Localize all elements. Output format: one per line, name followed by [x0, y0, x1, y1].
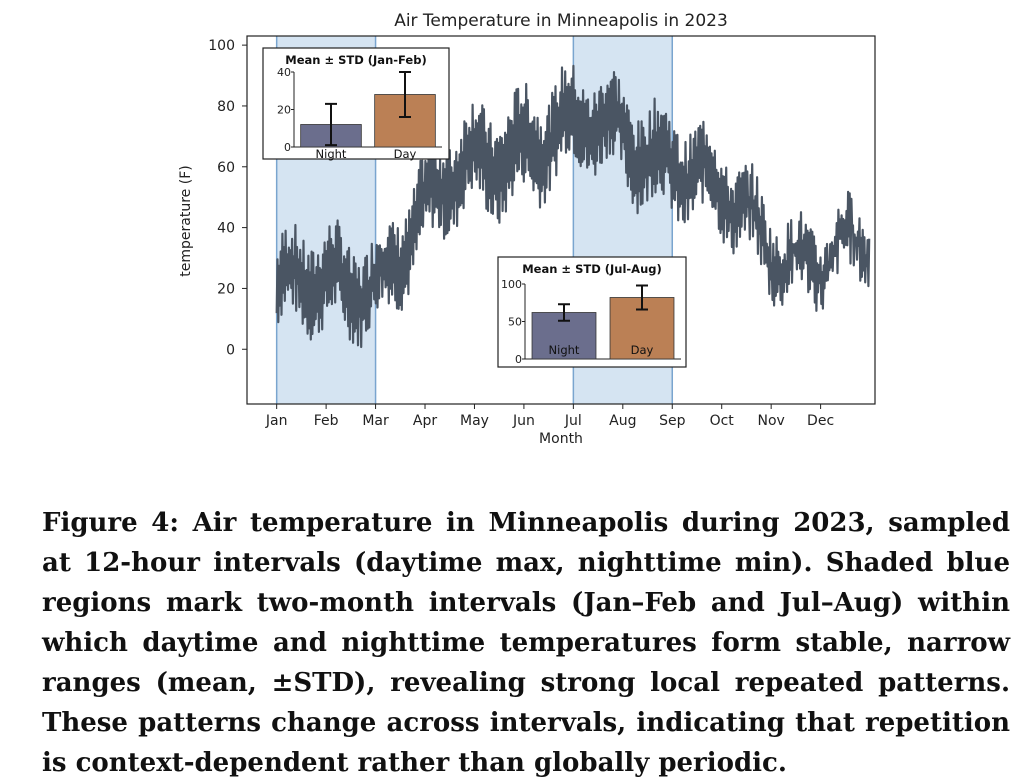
- x-tick-label: Jul: [564, 413, 582, 429]
- x-tick-label: Mar: [362, 413, 389, 429]
- plot-frame: [246, 35, 876, 405]
- x-tick-label: May: [460, 413, 489, 429]
- figure-caption: Figure 4: Air temperature in Minneapolis…: [42, 508, 1010, 778]
- x-tick-label: Nov: [757, 413, 784, 429]
- x-tick-label: Apr: [413, 413, 437, 429]
- chart-title: Air Temperature in Minneapolis in 2023: [394, 11, 728, 31]
- x-tick-label: Aug: [609, 413, 636, 429]
- inset-category-label: Night: [549, 343, 580, 357]
- x-tick-label: Jan: [265, 413, 288, 429]
- inset-y-tick-label: 0: [284, 141, 291, 154]
- inset-category-label: Night: [316, 147, 347, 161]
- inset-y-tick-label: 50: [508, 316, 522, 329]
- inset-y-tick-label: 100: [501, 278, 522, 291]
- x-axis-label: Month: [539, 431, 583, 447]
- inset-category-label: Day: [394, 147, 417, 161]
- inset-0: Mean ± STD (Jan-Feb) 0 20 40 Night Day: [262, 47, 450, 161]
- y-tick-label: 40: [217, 221, 235, 237]
- y-tick-label: 0: [226, 342, 235, 358]
- y-tick-label: 60: [217, 160, 235, 176]
- x-tick-label: Jun: [512, 413, 535, 429]
- x-tick-label: Feb: [314, 413, 339, 429]
- temperature-chart: Air Temperature in Minneapolis in 2023 0…: [178, 11, 876, 447]
- y-axis-label: temperature (F): [178, 165, 194, 276]
- inset-category-label: Day: [631, 343, 654, 357]
- x-tick-label: Sep: [659, 413, 686, 429]
- inset-y-tick-label: 40: [277, 66, 291, 79]
- y-tick-label: 100: [208, 38, 235, 54]
- inset-title: Mean ± STD (Jan-Feb): [285, 53, 426, 67]
- inset-1: Mean ± STD (Jul-Aug) 0 50 100 Night Day: [497, 256, 687, 368]
- inset-y-tick-label: 0: [515, 353, 522, 366]
- plot-area: 0 20 40 60 80 100 Jan Feb Mar Apr May Jun Jul Aug Sep O…: [208, 35, 876, 429]
- y-tick-label: 80: [217, 99, 235, 115]
- x-tick-label: Oct: [710, 413, 735, 429]
- x-tick-label: Dec: [807, 413, 834, 429]
- y-tick-label: 20: [217, 281, 235, 297]
- temperature-line: [275, 64, 871, 349]
- figure: Air Temperature in Minneapolis in 2023 0…: [178, 11, 876, 447]
- inset-title: Mean ± STD (Jul-Aug): [522, 262, 662, 276]
- inset-y-tick-label: 20: [277, 104, 291, 117]
